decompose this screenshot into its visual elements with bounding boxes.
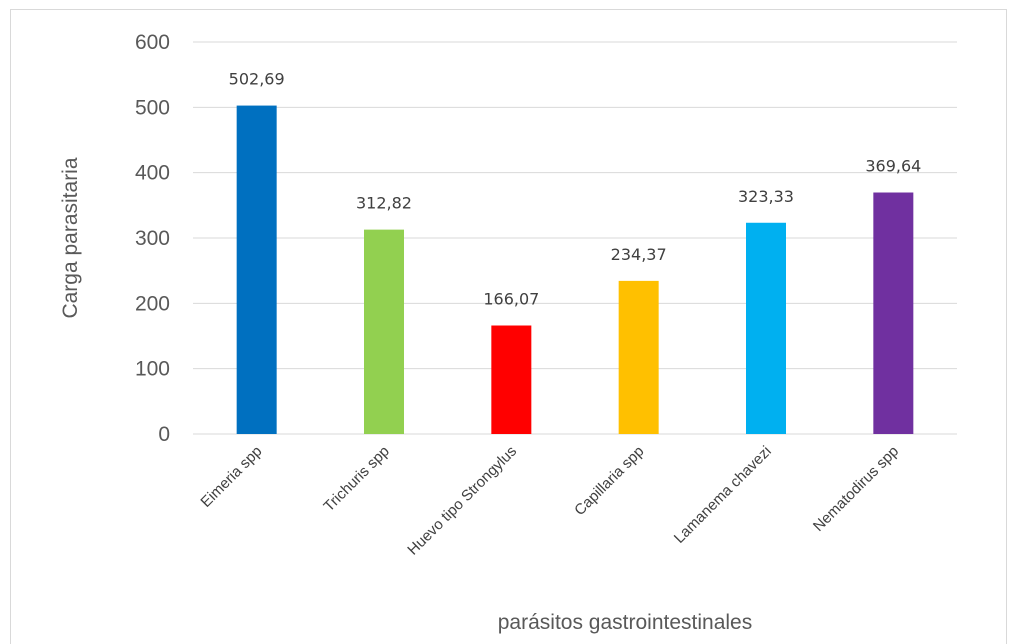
y-axis-ticks: 0 100 200 300 400 500 600 — [135, 31, 170, 446]
bar — [618, 280, 659, 434]
y-tick-label: 400 — [135, 162, 170, 185]
bar — [364, 229, 404, 434]
x-tick-label: Huevo tipo Strongylus — [404, 443, 520, 559]
data-label: 323,33 — [738, 187, 794, 206]
y-tick-label: 600 — [135, 31, 170, 54]
gridlines — [193, 41, 957, 435]
bars — [236, 105, 914, 434]
bar — [746, 222, 786, 434]
x-tick-label: Lamanema chavezi — [671, 443, 775, 547]
data-label: 234,37 — [611, 245, 667, 264]
data-label: 369,64 — [865, 157, 921, 176]
data-labels: 502,69 312,82 166,07 234,37 323,33 369,64 — [229, 70, 922, 309]
bar — [873, 192, 914, 434]
y-tick-label: 200 — [135, 292, 170, 315]
y-tick-label: 0 — [158, 423, 170, 446]
x-tick-label: Nematodirus spp — [810, 443, 902, 535]
data-label: 312,82 — [356, 194, 412, 213]
y-tick-label: 500 — [135, 96, 170, 119]
x-tick-label: Eimeria spp — [197, 443, 265, 511]
bar — [491, 325, 532, 434]
bar — [236, 105, 277, 434]
data-label: 166,07 — [483, 290, 539, 309]
y-axis-title: Carga parasitaria — [59, 157, 82, 318]
x-tick-label: Capillaria spp — [571, 443, 647, 519]
data-label: 502,69 — [229, 70, 285, 89]
x-axis-categories: Eimeria spp Trichuris spp Huevo tipo Stron… — [197, 443, 902, 559]
x-axis-title: parásitos gastrointestinales — [498, 611, 752, 634]
y-tick-label: 100 — [135, 358, 170, 381]
y-tick-label: 300 — [135, 227, 170, 250]
x-tick-label: Trichuris spp — [320, 443, 392, 515]
